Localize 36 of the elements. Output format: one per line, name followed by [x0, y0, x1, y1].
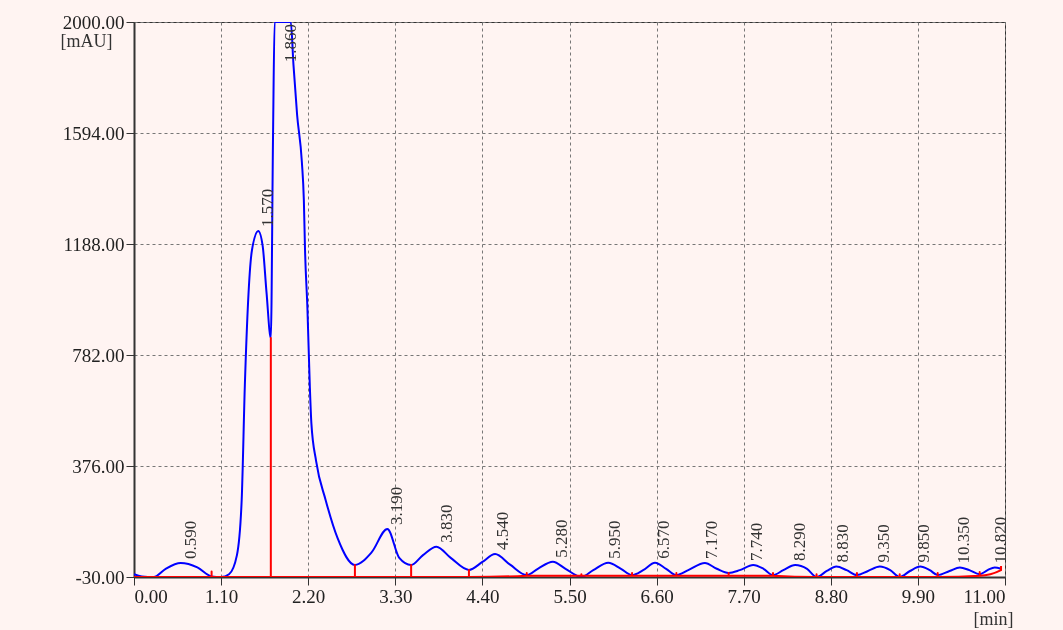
annotation: 5.950 — [605, 520, 625, 559]
annotation: 10.820 — [990, 516, 1010, 564]
y-tick-label: 1594.00 — [62, 122, 125, 144]
annotation: 10.350 — [953, 516, 973, 564]
x-tick-label: 1.10 — [204, 585, 239, 607]
x-tick-label: 11.00 — [963, 585, 1006, 607]
annotation: 6.570 — [654, 520, 674, 559]
annotation: 9.850 — [913, 524, 933, 563]
x-axis-title: [min] — [973, 608, 1014, 629]
annotation: 4.540 — [493, 511, 513, 551]
annotation: 3.830 — [437, 504, 457, 543]
x-tick-label: 3.30 — [379, 585, 413, 607]
x-tick-label: 2.20 — [292, 585, 326, 607]
annotation: 1.860 — [281, 24, 301, 63]
x-tick-label: 8.80 — [814, 585, 848, 607]
x-tick-label: 5.50 — [553, 585, 587, 607]
annotation: 3.190 — [386, 486, 406, 525]
annotation: 0.590 — [180, 520, 200, 560]
x-tick-label: 6.60 — [640, 585, 674, 607]
annotation: 1.570 — [258, 188, 278, 227]
y-tick-label: 782.00 — [72, 344, 125, 366]
y-tick-label: 2000.00 — [62, 11, 125, 33]
annotation: 7.740 — [746, 522, 766, 561]
y-tick-label: 376.00 — [72, 455, 125, 477]
y-axis-title: [mAU] — [60, 30, 113, 51]
x-tick-label: 0.00 — [134, 585, 168, 607]
y-tick-label: -30.00 — [75, 566, 125, 588]
annotation: 5.280 — [552, 519, 572, 558]
x-tick-label: 9.90 — [901, 585, 936, 607]
x-tick-label: 7.70 — [727, 585, 761, 607]
y-tick-label: 1188.00 — [63, 233, 125, 255]
annotation: 8.290 — [790, 522, 810, 561]
annotation: 9.350 — [874, 524, 894, 563]
x-tick-label: 4.40 — [466, 585, 500, 607]
annotation: 8.830 — [833, 524, 853, 563]
annotation: 7.170 — [701, 520, 721, 560]
